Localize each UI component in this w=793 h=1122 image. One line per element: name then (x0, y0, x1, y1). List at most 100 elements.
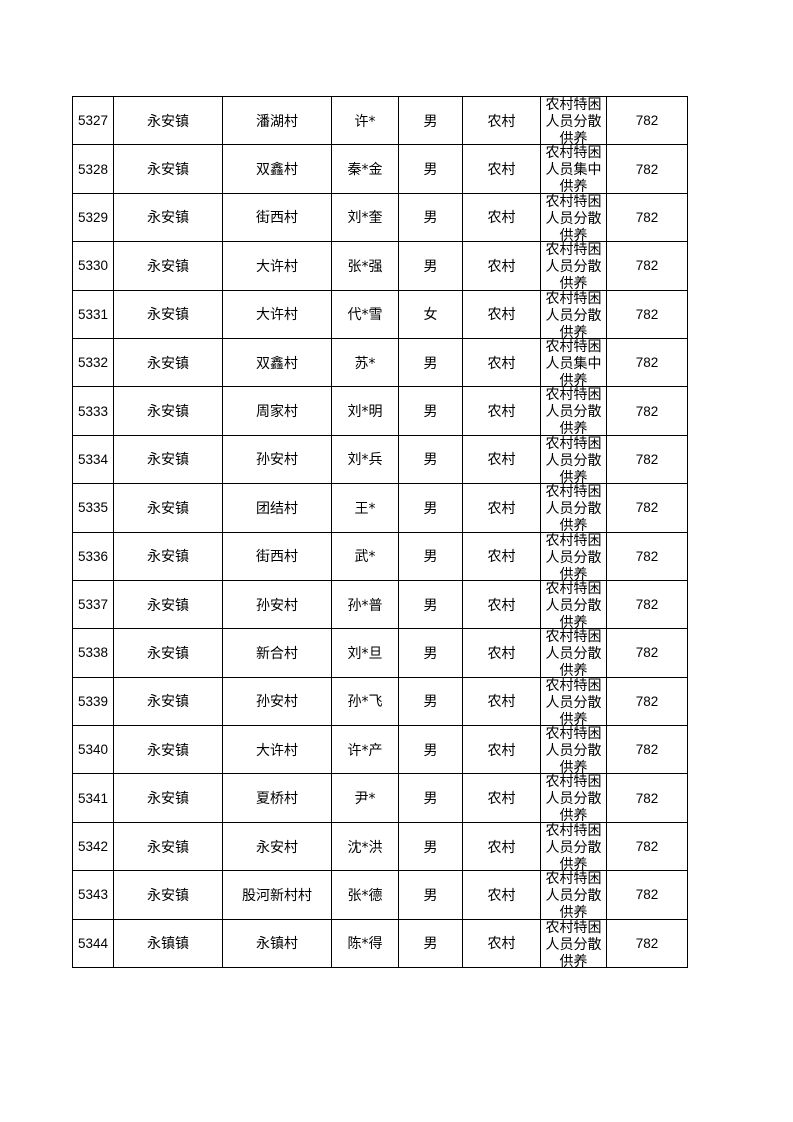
category-text: 农村特困人员分散供养 (545, 484, 602, 532)
category-text: 农村特困人员分散供养 (545, 435, 602, 483)
category-cell: 农村特困人员分散供养 (540, 434, 607, 485)
id-cell: 5330 (72, 241, 114, 291)
town-cell: 永安镇 (113, 870, 223, 920)
id-cell: 5332 (72, 337, 114, 388)
category-cell: 农村特困人员分散供养 (540, 531, 607, 581)
gender-cell: 男 (398, 241, 463, 291)
town-cell: 永安镇 (113, 289, 223, 339)
amount-cell: 782 (606, 628, 688, 678)
id-cell: 5329 (72, 192, 114, 243)
gender-cell: 男 (398, 144, 463, 194)
town-cell: 永安镇 (113, 144, 223, 194)
name-cell: 陈*得 (331, 918, 399, 969)
gender-cell: 男 (398, 725, 463, 775)
id-cell: 5335 (72, 483, 114, 533)
id-cell: 5337 (72, 579, 114, 630)
town-cell: 永安镇 (113, 192, 223, 243)
category-text: 农村特困人员分散供养 (545, 822, 602, 870)
category-cell: 农村特困人员分散供养 (540, 773, 607, 823)
village-cell: 新合村 (222, 628, 332, 678)
gender-cell: 男 (398, 628, 463, 678)
household_type-cell: 农村 (462, 870, 541, 920)
name-cell: 孙*普 (331, 579, 399, 630)
amount-cell: 782 (606, 144, 688, 194)
category-text: 农村特困人员分散供养 (545, 242, 602, 290)
household_type-cell: 农村 (462, 628, 541, 678)
name-cell: 许* (331, 95, 399, 146)
gender-cell: 男 (398, 434, 463, 485)
table-row: 5341 永安镇 夏桥村 尹* 男农村 农村特困人员分散供养 782 (72, 773, 688, 823)
village-cell: 大许村 (222, 289, 332, 339)
category-cell: 农村特困人员分散供养 (540, 628, 607, 678)
table-row: 5340 永安镇 大许村 许*产男农村 农村特困人员分散供养 782 (72, 725, 688, 775)
village-cell: 街西村 (222, 531, 332, 581)
name-cell: 尹* (331, 773, 399, 823)
name-cell: 刘*兵 (331, 434, 399, 485)
gender-cell: 男 (398, 95, 463, 146)
town-cell: 永安镇 (113, 579, 223, 630)
table-row: 5331 永安镇 大许村 代*雪女农村 农村特困人员分散供养 782 (72, 289, 688, 339)
gender-cell: 女 (398, 289, 463, 339)
id-cell: 5334 (72, 434, 114, 485)
category-cell: 农村特困人员分散供养 (540, 579, 607, 630)
category-text: 农村特困人员分散供养 (545, 193, 602, 241)
category-cell: 农村特困人员分散供养 (540, 386, 607, 436)
household_type-cell: 农村 (462, 434, 541, 485)
town-cell: 永安镇 (113, 95, 223, 146)
household_type-cell: 农村 (462, 386, 541, 436)
id-cell: 5328 (72, 144, 114, 194)
town-cell: 永安镇 (113, 773, 223, 823)
gender-cell: 男 (398, 918, 463, 969)
household_type-cell: 农村 (462, 676, 541, 727)
amount-cell: 782 (606, 337, 688, 388)
gender-cell: 男 (398, 676, 463, 727)
village-cell: 周家村 (222, 386, 332, 436)
household_type-cell: 农村 (462, 531, 541, 581)
table-body: 5327 永安镇 潘湖村 许* 男农村 农村特困人员分散供养 782 5328 永安镇 双鑫村 秦*… (72, 95, 688, 969)
category-text: 农村特困人员分散供养 (545, 97, 602, 144)
category-text: 农村特困人员分散供养 (545, 532, 602, 580)
town-cell: 永镇镇 (113, 918, 223, 969)
village-cell: 永镇村 (222, 918, 332, 969)
village-cell: 双鑫村 (222, 337, 332, 388)
amount-cell: 782 (606, 483, 688, 533)
amount-cell: 782 (606, 192, 688, 243)
gender-cell: 男 (398, 821, 463, 872)
table-row: 5328 永安镇 双鑫村 秦*金男农村 农村特困人员集中供养 782 (72, 144, 688, 194)
gender-cell: 男 (398, 386, 463, 436)
id-cell: 5339 (72, 676, 114, 727)
category-cell: 农村特困人员分散供养 (540, 870, 607, 920)
data-table: 5327 永安镇 潘湖村 许* 男农村 农村特困人员分散供养 782 5328 永安镇 双鑫村 秦*… (72, 95, 688, 969)
id-cell: 5338 (72, 628, 114, 678)
name-cell: 秦*金 (331, 144, 399, 194)
category-text: 农村特困人员分散供养 (545, 871, 602, 919)
amount-cell: 782 (606, 95, 688, 146)
village-cell: 永安村 (222, 821, 332, 872)
category-text: 农村特困人员分散供养 (545, 774, 602, 822)
id-cell: 5331 (72, 289, 114, 339)
gender-cell: 男 (398, 579, 463, 630)
id-cell: 5333 (72, 386, 114, 436)
town-cell: 永安镇 (113, 676, 223, 727)
town-cell: 永安镇 (113, 531, 223, 581)
table-row: 5334 永安镇 孙安村 刘*兵男农村 农村特困人员分散供养 782 (72, 434, 688, 485)
name-cell: 刘*明 (331, 386, 399, 436)
category-cell: 农村特困人员分散供养 (540, 483, 607, 533)
amount-cell: 782 (606, 773, 688, 823)
household_type-cell: 农村 (462, 579, 541, 630)
id-cell: 5327 (72, 95, 114, 146)
household_type-cell: 农村 (462, 483, 541, 533)
id-cell: 5340 (72, 725, 114, 775)
household_type-cell: 农村 (462, 725, 541, 775)
id-cell: 5343 (72, 870, 114, 920)
name-cell: 王* (331, 483, 399, 533)
name-cell: 张*德 (331, 870, 399, 920)
category-text: 农村特困人员集中供养 (545, 338, 602, 386)
gender-cell: 男 (398, 531, 463, 581)
category-cell: 农村特困人员集中供养 (540, 144, 607, 194)
category-cell: 农村特困人员分散供养 (540, 918, 607, 969)
gender-cell: 男 (398, 337, 463, 388)
category-cell: 农村特困人员分散供养 (540, 676, 607, 727)
gender-cell: 男 (398, 192, 463, 243)
category-text: 农村特困人员分散供养 (545, 677, 602, 725)
